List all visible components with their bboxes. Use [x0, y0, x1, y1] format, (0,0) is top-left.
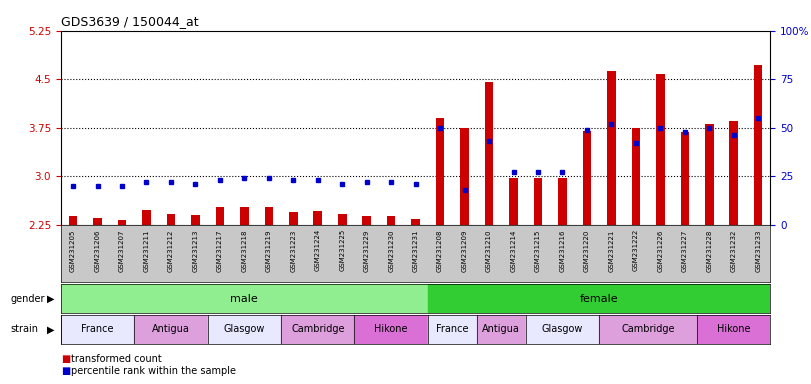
Bar — [264, 207, 273, 225]
Text: GSM231209: GSM231209 — [461, 229, 468, 272]
Bar — [314, 211, 322, 225]
Text: female: female — [580, 293, 619, 304]
Bar — [705, 124, 714, 225]
Text: GSM231218: GSM231218 — [242, 229, 247, 272]
Text: transformed count: transformed count — [71, 354, 161, 364]
Text: GSM231224: GSM231224 — [315, 229, 321, 271]
Bar — [61, 284, 428, 313]
Bar — [558, 178, 567, 225]
Text: ▶: ▶ — [47, 324, 55, 334]
Bar — [428, 284, 770, 313]
Text: France: France — [81, 324, 114, 334]
Bar — [680, 132, 689, 225]
Text: GSM231214: GSM231214 — [510, 229, 517, 271]
Text: Antigua: Antigua — [152, 324, 190, 334]
Bar — [582, 131, 591, 225]
Text: male: male — [230, 293, 258, 304]
Bar — [142, 210, 151, 225]
Bar — [411, 220, 420, 225]
Text: GSM231232: GSM231232 — [731, 229, 736, 271]
Bar — [754, 65, 762, 225]
Text: GSM231227: GSM231227 — [682, 229, 688, 271]
Bar — [216, 207, 224, 225]
Text: GSM231215: GSM231215 — [535, 229, 541, 271]
Text: GSM231226: GSM231226 — [658, 229, 663, 271]
Text: GDS3639 / 150044_at: GDS3639 / 150044_at — [61, 15, 199, 28]
Bar — [166, 214, 175, 225]
Text: Hikone: Hikone — [375, 324, 408, 334]
Text: GSM231205: GSM231205 — [70, 229, 76, 271]
Bar — [526, 315, 599, 344]
Text: GSM231231: GSM231231 — [413, 229, 418, 272]
Text: Antigua: Antigua — [483, 324, 520, 334]
Bar — [191, 215, 200, 225]
Text: ■: ■ — [61, 354, 70, 364]
Text: ▶: ▶ — [47, 293, 55, 304]
Text: GSM231206: GSM231206 — [95, 229, 101, 272]
Text: ■: ■ — [61, 366, 70, 376]
Bar — [240, 207, 249, 225]
Text: GSM231212: GSM231212 — [168, 229, 174, 271]
Text: gender: gender — [11, 293, 45, 304]
Bar — [428, 315, 477, 344]
Bar — [61, 315, 135, 344]
Text: GSM231216: GSM231216 — [560, 229, 565, 272]
Text: Hikone: Hikone — [717, 324, 750, 334]
Text: GSM231229: GSM231229 — [363, 229, 370, 271]
Bar — [599, 315, 697, 344]
Bar — [697, 315, 770, 344]
Text: GSM231222: GSM231222 — [633, 229, 639, 271]
Bar — [387, 216, 396, 225]
Text: GSM231217: GSM231217 — [217, 229, 223, 272]
Bar — [93, 218, 102, 225]
Bar — [485, 83, 493, 225]
Bar — [729, 121, 738, 225]
Text: GSM231213: GSM231213 — [192, 229, 199, 272]
Text: GSM231228: GSM231228 — [706, 229, 712, 271]
Text: GSM231233: GSM231233 — [755, 229, 762, 272]
Bar — [338, 214, 346, 225]
Text: percentile rank within the sample: percentile rank within the sample — [71, 366, 235, 376]
Text: Glasgow: Glasgow — [542, 324, 583, 334]
Bar — [208, 315, 281, 344]
Text: GSM231220: GSM231220 — [584, 229, 590, 271]
Text: France: France — [436, 324, 469, 334]
Bar — [477, 315, 526, 344]
Bar — [632, 128, 640, 225]
Bar — [461, 128, 469, 225]
Text: GSM231208: GSM231208 — [437, 229, 443, 272]
Text: GSM231219: GSM231219 — [266, 229, 272, 272]
Text: Cambridge: Cambridge — [621, 324, 675, 334]
Bar — [69, 216, 77, 225]
Bar — [118, 220, 127, 225]
Bar — [607, 71, 616, 225]
Text: GSM231223: GSM231223 — [290, 229, 296, 271]
Text: Glasgow: Glasgow — [224, 324, 265, 334]
Bar — [534, 178, 543, 225]
Text: GSM231230: GSM231230 — [388, 229, 394, 272]
Bar — [135, 315, 208, 344]
Text: GSM231210: GSM231210 — [486, 229, 492, 272]
Text: Cambridge: Cambridge — [291, 324, 345, 334]
Bar — [436, 118, 444, 225]
Bar — [289, 212, 298, 225]
Text: GSM231211: GSM231211 — [144, 229, 149, 272]
Bar — [656, 74, 665, 225]
Bar — [354, 315, 428, 344]
Text: GSM231221: GSM231221 — [608, 229, 615, 271]
Text: strain: strain — [11, 324, 39, 334]
Bar — [281, 315, 354, 344]
Bar — [363, 216, 371, 225]
Bar — [509, 178, 517, 225]
Text: GSM231225: GSM231225 — [339, 229, 345, 271]
Text: GSM231207: GSM231207 — [119, 229, 125, 272]
